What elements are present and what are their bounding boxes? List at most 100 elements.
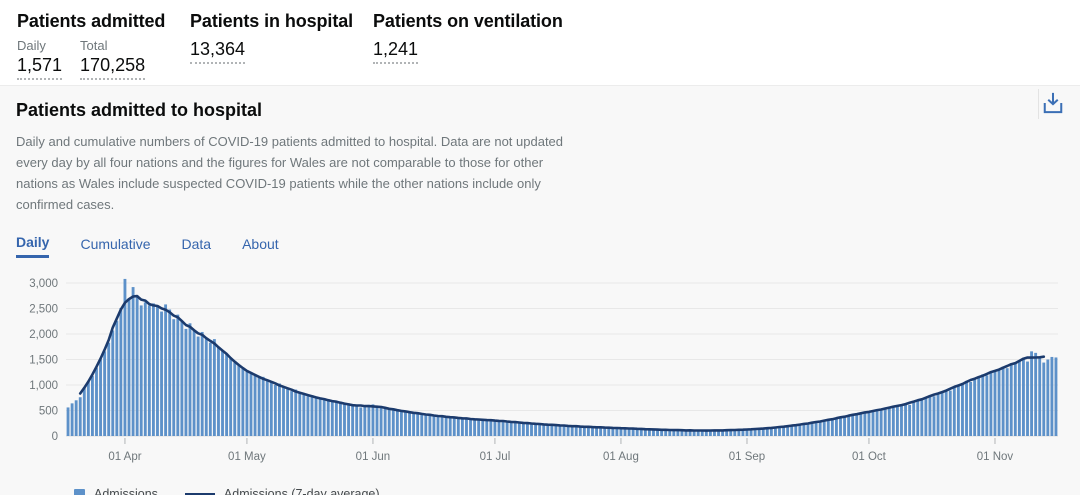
admissions-bar[interactable] — [330, 401, 334, 436]
admissions-bar[interactable] — [156, 305, 159, 436]
admissions-bar[interactable] — [200, 331, 204, 436]
admissions-bar[interactable] — [334, 400, 338, 436]
admissions-bar[interactable] — [692, 430, 696, 436]
admissions-bar[interactable] — [265, 379, 269, 436]
admissions-bar[interactable] — [164, 304, 168, 436]
admissions-bar[interactable] — [1013, 362, 1017, 436]
admissions-bar[interactable] — [904, 403, 907, 436]
admissions-bar[interactable] — [326, 400, 330, 436]
admissions-bar[interactable] — [371, 404, 375, 436]
admissions-bar[interactable] — [501, 420, 505, 436]
admissions-bar[interactable] — [696, 430, 700, 436]
admissions-bar[interactable] — [399, 411, 403, 436]
admissions-bar[interactable] — [95, 367, 98, 436]
admissions-bar[interactable] — [513, 421, 517, 436]
admissions-bar[interactable] — [981, 374, 985, 436]
admissions-bar[interactable] — [1050, 356, 1054, 436]
admissions-bar[interactable] — [924, 397, 928, 436]
admissions-bar[interactable] — [908, 404, 912, 436]
admissions-bar[interactable] — [765, 427, 769, 436]
admissions-bar[interactable] — [375, 407, 379, 436]
admissions-bar[interactable] — [119, 307, 123, 436]
admissions-bar[interactable] — [160, 311, 163, 436]
admissions-bar[interactable] — [229, 358, 233, 436]
admissions-bar[interactable] — [814, 421, 818, 436]
admissions-bar[interactable] — [103, 351, 107, 436]
admissions-bar[interactable] — [660, 430, 664, 436]
admissions-bar[interactable] — [993, 370, 997, 436]
admissions-bar[interactable] — [916, 400, 920, 436]
admissions-bar[interactable] — [713, 430, 716, 436]
admissions-bar[interactable] — [408, 412, 411, 436]
admissions-bar[interactable] — [379, 405, 383, 436]
admissions-bar[interactable] — [420, 414, 424, 436]
admissions-bar[interactable] — [387, 409, 391, 436]
admissions-bar[interactable] — [1001, 366, 1005, 436]
admissions-bar[interactable] — [599, 426, 603, 436]
ventilation-value[interactable]: 1,241 — [373, 39, 419, 64]
admissions-bar[interactable] — [1042, 362, 1046, 436]
admissions-bar[interactable] — [558, 425, 562, 436]
admissions-bar[interactable] — [107, 342, 111, 436]
admissions-bar[interactable] — [965, 380, 968, 436]
admissions-bar[interactable] — [306, 396, 310, 436]
admissions-bar[interactable] — [192, 330, 196, 436]
admissions-bar[interactable] — [217, 346, 220, 436]
admissions-bar[interactable] — [627, 427, 631, 436]
admissions-bar[interactable] — [432, 415, 436, 436]
admissions-bar[interactable] — [542, 424, 546, 436]
admissions-bar[interactable] — [578, 426, 582, 436]
admissions-bar[interactable] — [517, 422, 521, 436]
admissions-bar[interactable] — [1026, 361, 1029, 436]
admissions-bar[interactable] — [721, 430, 725, 436]
admissions-bar[interactable] — [286, 389, 289, 436]
admissions-bar[interactable] — [1034, 352, 1038, 436]
admissions-bar[interactable] — [355, 406, 359, 436]
admissions-bar[interactable] — [749, 429, 753, 437]
admissions-bar[interactable] — [416, 412, 420, 436]
admissions-bar[interactable] — [302, 394, 306, 436]
admissions-bar[interactable] — [180, 321, 184, 436]
tab-data[interactable]: Data — [182, 234, 212, 258]
admissions-bar[interactable] — [444, 417, 448, 436]
in-hospital-value[interactable]: 13,364 — [190, 39, 246, 64]
admissions-bar[interactable] — [798, 424, 802, 436]
admissions-bar[interactable] — [1054, 357, 1058, 436]
download-button[interactable] — [1038, 89, 1066, 119]
admissions-bar[interactable] — [497, 421, 501, 436]
admissions-bar[interactable] — [952, 387, 956, 436]
admissions-bar[interactable] — [151, 303, 155, 436]
admissions-bar[interactable] — [822, 420, 826, 436]
admissions-bar[interactable] — [737, 429, 741, 437]
admissions-bar[interactable] — [91, 375, 94, 436]
admissions-bar[interactable] — [456, 418, 460, 436]
admissions-bar[interactable] — [404, 410, 407, 437]
admissions-bar[interactable] — [139, 305, 143, 436]
admissions-bar[interactable] — [477, 418, 481, 436]
admissions-bar[interactable] — [1022, 357, 1025, 436]
admissions-bar[interactable] — [851, 414, 855, 436]
admissions-bar[interactable] — [688, 429, 692, 436]
admissions-bar[interactable] — [554, 425, 558, 436]
admissions-bar[interactable] — [611, 427, 615, 436]
admissions-bar[interactable] — [78, 397, 82, 436]
admissions-bar[interactable] — [298, 392, 302, 436]
admissions-bar[interactable] — [1046, 359, 1050, 437]
admissions-bar[interactable] — [806, 424, 810, 436]
admissions-bar[interactable] — [867, 412, 871, 436]
admissions-bar[interactable] — [269, 382, 273, 436]
admissions-bar[interactable] — [668, 430, 672, 436]
admissions-bar[interactable] — [859, 413, 863, 436]
admissions-bar[interactable] — [208, 342, 212, 436]
admissions-bar[interactable] — [1009, 364, 1013, 436]
admissions-bar[interactable] — [769, 428, 773, 436]
admissions-bar[interactable] — [562, 425, 566, 436]
admissions-bar[interactable] — [684, 430, 688, 436]
admissions-bar[interactable] — [168, 309, 172, 436]
admissions-bar[interactable] — [956, 385, 960, 436]
admissions-bar[interactable] — [347, 403, 350, 436]
admissions-bar[interactable] — [489, 419, 493, 436]
admissions-bar[interactable] — [241, 368, 245, 436]
daily-value[interactable]: 1,571 — [17, 55, 63, 80]
admissions-bar[interactable] — [704, 430, 708, 436]
